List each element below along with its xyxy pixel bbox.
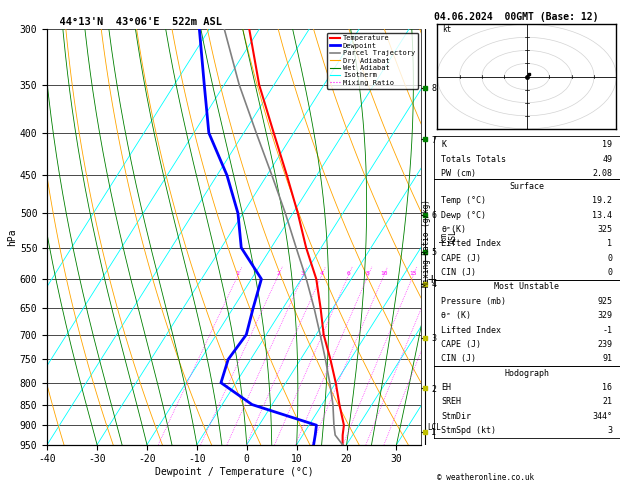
Text: 2.08: 2.08 xyxy=(592,169,612,178)
Text: Lifted Index: Lifted Index xyxy=(442,240,501,248)
Text: LCL: LCL xyxy=(427,423,441,432)
Text: PW (cm): PW (cm) xyxy=(442,169,476,178)
Text: 1: 1 xyxy=(236,271,240,276)
Text: Temp (°C): Temp (°C) xyxy=(442,196,486,206)
Text: 91: 91 xyxy=(602,354,612,363)
Y-axis label: hPa: hPa xyxy=(7,228,17,246)
Text: 0: 0 xyxy=(607,268,612,277)
Text: 325: 325 xyxy=(597,225,612,234)
Text: StmDir: StmDir xyxy=(442,412,471,421)
Text: θᵉ (K): θᵉ (K) xyxy=(442,311,471,320)
Text: 925: 925 xyxy=(597,297,612,306)
Text: 3: 3 xyxy=(607,426,612,435)
X-axis label: Dewpoint / Temperature (°C): Dewpoint / Temperature (°C) xyxy=(155,467,314,477)
Text: kt: kt xyxy=(442,25,451,34)
Text: Pressure (mb): Pressure (mb) xyxy=(442,297,506,306)
Legend: Temperature, Dewpoint, Parcel Trajectory, Dry Adiabat, Wet Adiabat, Isotherm, Mi: Temperature, Dewpoint, Parcel Trajectory… xyxy=(327,33,418,88)
Text: θᵉ(K): θᵉ(K) xyxy=(442,225,467,234)
Text: CAPE (J): CAPE (J) xyxy=(442,254,481,263)
Text: 19: 19 xyxy=(602,140,612,149)
Y-axis label: km
ASL: km ASL xyxy=(439,229,459,244)
Text: CIN (J): CIN (J) xyxy=(442,268,476,277)
Text: 6: 6 xyxy=(347,271,350,276)
Text: Hodograph: Hodograph xyxy=(504,368,549,378)
Text: 49: 49 xyxy=(602,155,612,164)
Text: Lifted Index: Lifted Index xyxy=(442,326,501,334)
Text: 8: 8 xyxy=(366,271,370,276)
Text: SREH: SREH xyxy=(442,398,462,406)
Text: 44°13'N  43°06'E  522m ASL: 44°13'N 43°06'E 522m ASL xyxy=(47,17,222,27)
Text: 239: 239 xyxy=(597,340,612,349)
Text: K: K xyxy=(442,140,447,149)
Text: 04.06.2024  00GMT (Base: 12): 04.06.2024 00GMT (Base: 12) xyxy=(434,12,599,22)
Text: 10: 10 xyxy=(380,271,387,276)
Text: CIN (J): CIN (J) xyxy=(442,354,476,363)
Text: 19.2: 19.2 xyxy=(592,196,612,206)
Text: Mixing Ratio (g/kg): Mixing Ratio (g/kg) xyxy=(422,199,431,287)
Text: -1: -1 xyxy=(602,326,612,334)
Text: Dewp (°C): Dewp (°C) xyxy=(442,211,486,220)
Text: 2: 2 xyxy=(276,271,280,276)
Text: Most Unstable: Most Unstable xyxy=(494,282,559,292)
Text: +: + xyxy=(427,273,438,286)
Text: © weatheronline.co.uk: © weatheronline.co.uk xyxy=(437,473,534,482)
Text: StmSpd (kt): StmSpd (kt) xyxy=(442,426,496,435)
Text: 329: 329 xyxy=(597,311,612,320)
Text: 3: 3 xyxy=(301,271,305,276)
Text: 4: 4 xyxy=(320,271,323,276)
Text: 13.4: 13.4 xyxy=(592,211,612,220)
Text: Totals Totals: Totals Totals xyxy=(442,155,506,164)
Text: Surface: Surface xyxy=(509,182,544,191)
Text: CAPE (J): CAPE (J) xyxy=(442,340,481,349)
Text: 0: 0 xyxy=(607,254,612,263)
Text: 344°: 344° xyxy=(592,412,612,421)
Text: 16: 16 xyxy=(602,383,612,392)
Text: 21: 21 xyxy=(602,398,612,406)
Text: EH: EH xyxy=(442,383,452,392)
Text: 1: 1 xyxy=(607,240,612,248)
Text: 15: 15 xyxy=(409,271,417,276)
